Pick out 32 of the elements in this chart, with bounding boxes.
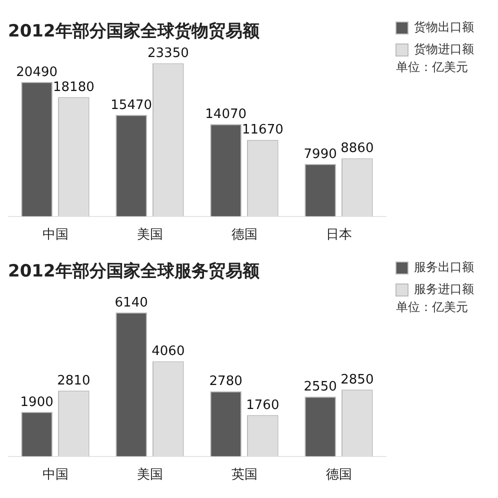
- data-label: 2810: [57, 373, 90, 388]
- data-label: 11670: [242, 122, 284, 138]
- data-label: 14070: [205, 106, 246, 122]
- text: 单位：亿美元: [396, 300, 468, 314]
- legend-label: 服务进口额: [414, 282, 474, 296]
- data-label: 2780: [209, 374, 242, 390]
- legend-label: 服务出口额: [414, 260, 474, 274]
- text: 单位：亿美元: [396, 60, 468, 74]
- data-label: 1900: [20, 394, 54, 410]
- data-label: 8860: [340, 141, 374, 156]
- x-tick-label: 日本: [326, 228, 352, 243]
- data-label: 1760: [246, 398, 280, 414]
- data-label: 7990: [304, 146, 337, 162]
- x-tick-label: 中国: [42, 468, 68, 483]
- x-tick-label: 美国: [136, 226, 163, 243]
- data-label: 2850: [340, 372, 374, 388]
- legend-label: 货物进口额: [414, 42, 474, 56]
- x-tick-label: 英国: [231, 468, 258, 483]
- x-tick-label: 德国: [326, 468, 352, 483]
- chart-title: 2012年部分国家全球货物贸易额: [8, 22, 260, 42]
- data-label: 18180: [53, 80, 94, 96]
- x-tick-label: 中国: [42, 228, 68, 243]
- chart-title: 2012年部分国家全球服务贸易额: [8, 262, 260, 282]
- data-label: 2550: [304, 380, 337, 395]
- data-label: 20490: [16, 64, 58, 80]
- x-tick-label: 美国: [136, 466, 163, 483]
- legend-label: 货物出口额: [414, 20, 474, 34]
- data-label: 23350: [148, 46, 189, 62]
- data-label: 15470: [110, 98, 152, 113]
- data-label: 6140: [114, 295, 148, 310]
- data-label: 4060: [152, 344, 185, 360]
- x-tick-label: 德国: [231, 228, 258, 243]
